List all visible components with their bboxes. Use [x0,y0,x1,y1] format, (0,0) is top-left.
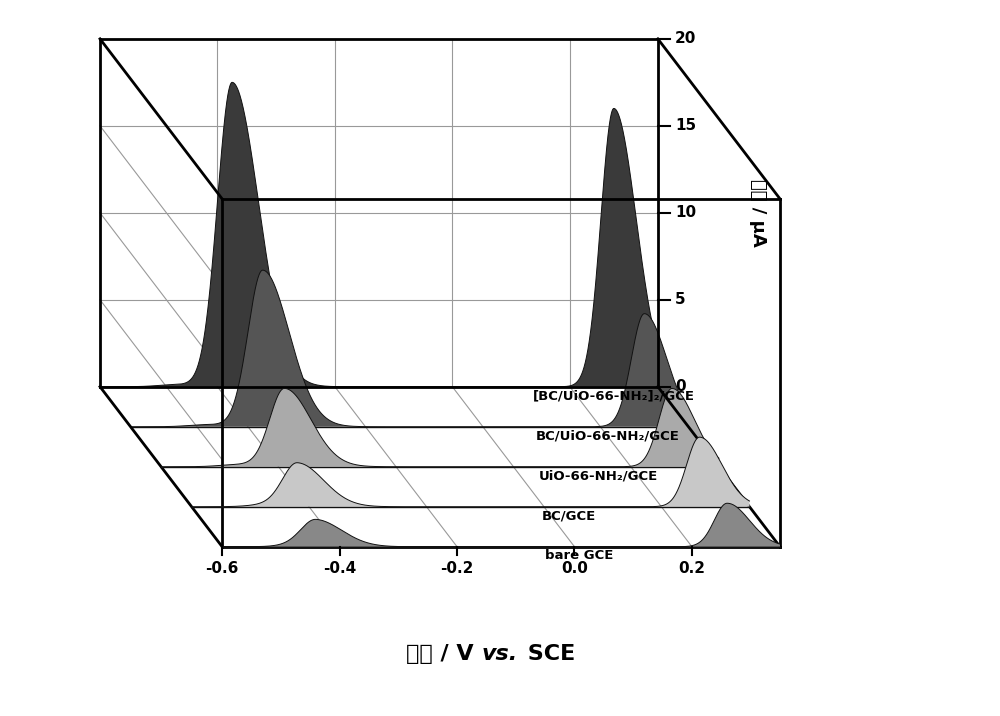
Text: BC/GCE: BC/GCE [542,509,596,522]
Text: 0: 0 [675,379,685,395]
Text: 电位 / V: 电位 / V [406,644,481,664]
Text: vs.: vs. [482,644,518,664]
Text: -0.6: -0.6 [205,561,239,576]
Text: [BC/UiO-66-NH₂]₂/GCE: [BC/UiO-66-NH₂]₂/GCE [533,390,695,402]
Text: -0.4: -0.4 [323,561,356,576]
Text: UiO-66-NH₂/GCE: UiO-66-NH₂/GCE [539,469,658,483]
Text: 0.2: 0.2 [678,561,705,576]
Text: SCE: SCE [520,644,575,664]
Text: 10: 10 [675,205,696,221]
Text: 15: 15 [675,118,696,133]
Text: -0.2: -0.2 [440,561,474,576]
Text: 20: 20 [675,32,696,47]
Text: bare GCE: bare GCE [545,549,613,562]
Text: BC/UiO-66-NH₂/GCE: BC/UiO-66-NH₂/GCE [536,430,680,442]
Text: 电流 / μA: 电流 / μA [749,179,767,247]
Text: 5: 5 [675,292,685,307]
Text: 0.0: 0.0 [561,561,588,576]
